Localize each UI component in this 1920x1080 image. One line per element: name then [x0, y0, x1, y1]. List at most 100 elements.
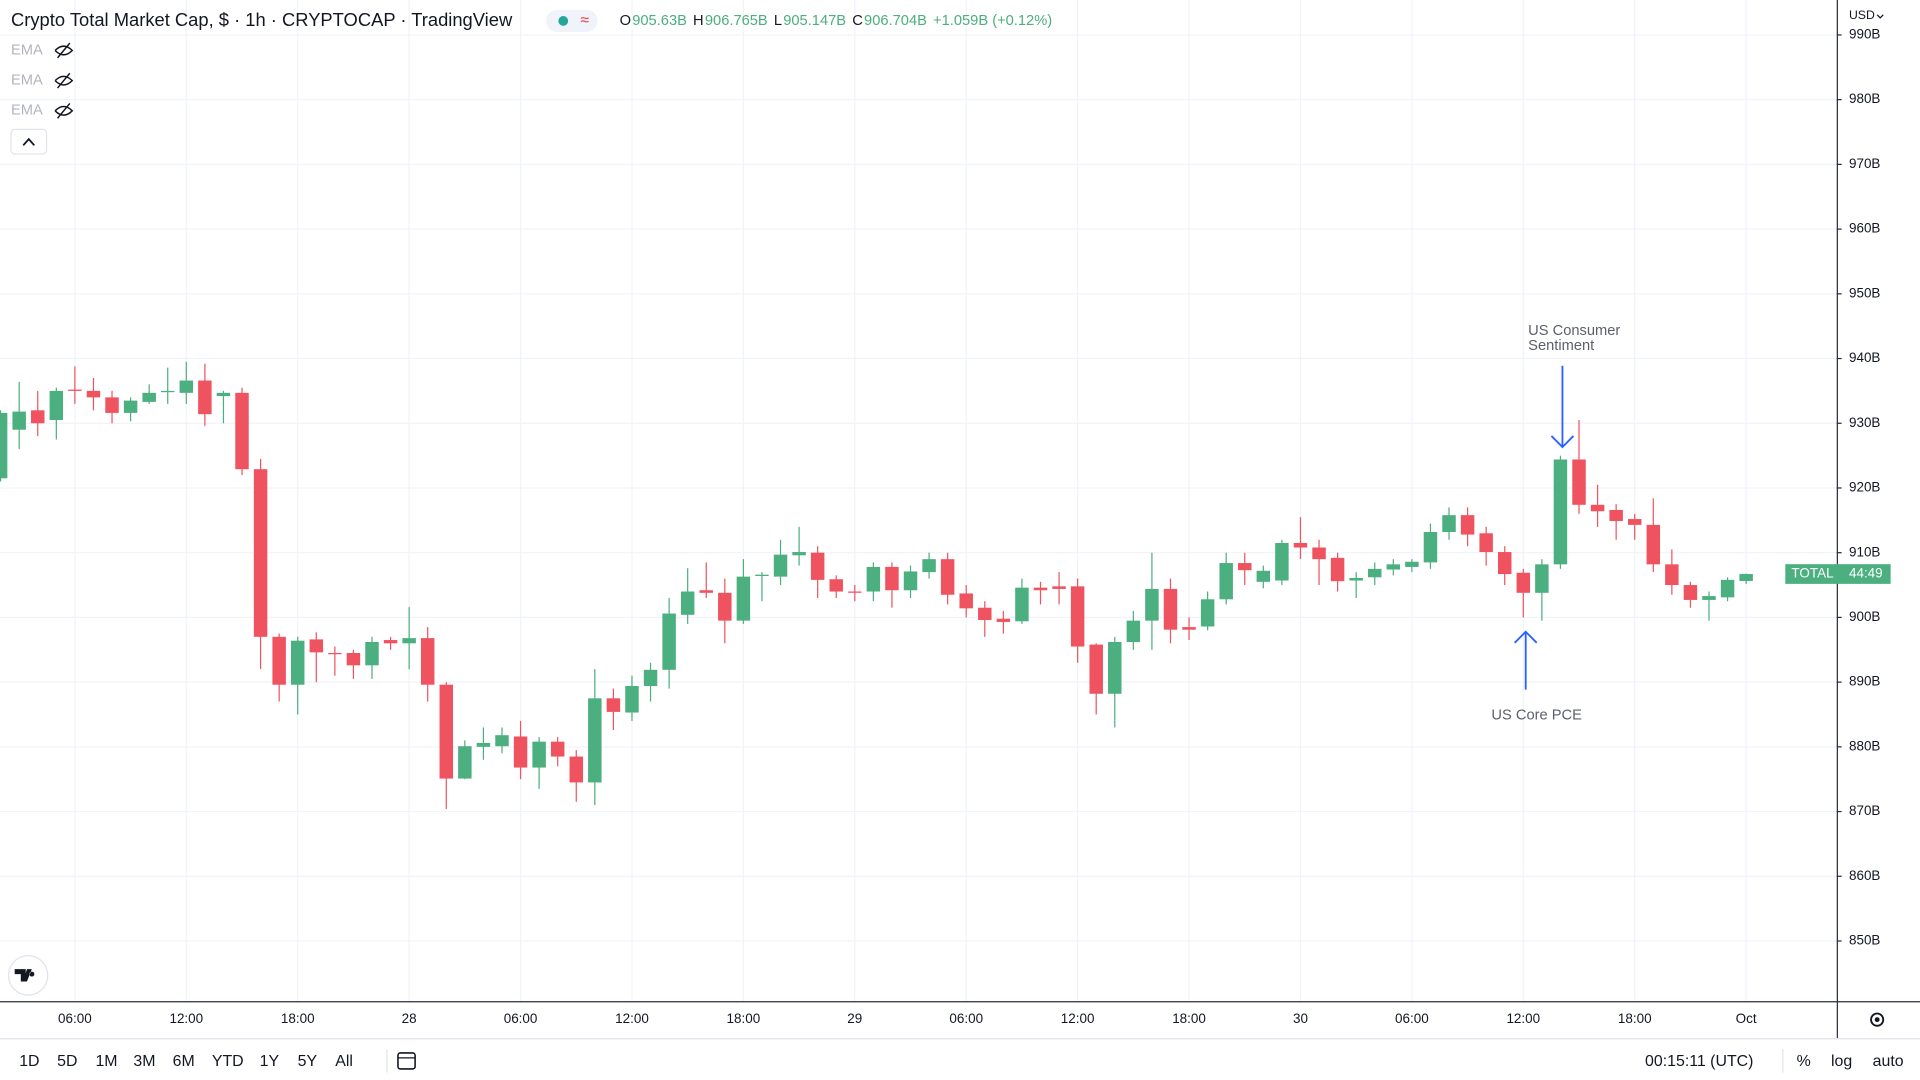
range-button[interactable]: All	[335, 1053, 353, 1070]
candle-body	[959, 593, 973, 609]
candle-body	[383, 640, 398, 644]
candle-body	[1460, 515, 1475, 535]
candle-body	[569, 756, 583, 783]
y-tick-label: 950B	[1849, 285, 1880, 300]
scale-button[interactable]: %	[1797, 1053, 1811, 1070]
candle-body	[1386, 564, 1401, 570]
range-button[interactable]: 1Y	[260, 1053, 280, 1070]
candle-body	[1182, 627, 1196, 630]
candle-body	[216, 392, 231, 397]
collapse-button[interactable]	[10, 128, 48, 155]
candle-body	[792, 552, 806, 556]
candle-body	[420, 638, 435, 685]
indicator-label: EMA	[11, 73, 43, 89]
candle-body	[978, 607, 992, 620]
candle-body	[662, 613, 676, 670]
candle-body	[922, 559, 936, 573]
ohlc-key: C	[852, 13, 863, 29]
candle-body	[365, 642, 379, 666]
x-tick-label: 12:00	[1061, 1011, 1095, 1026]
candle-body	[290, 640, 305, 685]
candle-body	[1089, 644, 1103, 694]
annotation-arrow	[1550, 365, 1575, 449]
candle-body	[532, 741, 546, 768]
candle-body	[829, 579, 843, 592]
clock: 00:15:11 (UTC)	[1645, 1053, 1753, 1070]
market-status	[558, 16, 569, 26]
range-button[interactable]: 5Y	[298, 1053, 318, 1070]
candle-body	[0, 412, 8, 479]
price-tag-countdown: 44:49	[1849, 566, 1883, 581]
candle-body	[253, 469, 268, 637]
candle-body	[1256, 570, 1271, 582]
hidden-eye-icon[interactable]	[54, 42, 74, 59]
status-pill	[546, 9, 598, 33]
candle-body	[810, 552, 825, 580]
candle-body	[105, 397, 119, 413]
candle-body	[903, 571, 918, 591]
candle-body	[1590, 504, 1605, 512]
range-button[interactable]: 1M	[95, 1053, 117, 1070]
candle-body	[1627, 519, 1642, 525]
candle-body	[699, 590, 713, 593]
candle-body	[476, 742, 491, 747]
y-tick-label: 890B	[1849, 674, 1880, 689]
x-tick-label: 06:00	[949, 1011, 983, 1026]
range-button[interactable]: 3M	[133, 1053, 155, 1070]
candle-body	[1293, 542, 1308, 548]
ohlc-legend: O 905.63B H 906.765B L 905.147B C 906.704B +1.05…	[620, 13, 1053, 29]
candle-body	[1405, 561, 1419, 567]
y-tick-label: 940B	[1849, 350, 1880, 365]
x-tick-label: 18:00	[1618, 1011, 1652, 1026]
candle-body	[848, 591, 862, 593]
y-tick-label: 910B	[1849, 544, 1880, 559]
settings-icon[interactable]	[1870, 1012, 1885, 1027]
candle-body	[235, 392, 249, 470]
candle-body	[1739, 574, 1753, 581]
range-button[interactable]: 6M	[173, 1053, 195, 1070]
range-button[interactable]: 1D	[19, 1053, 39, 1070]
y-tick-label: 970B	[1849, 156, 1880, 171]
candle-body	[31, 410, 45, 424]
currency[interactable]: USD	[1849, 8, 1875, 22]
y-tick-label: 960B	[1849, 221, 1880, 236]
y-tick-label: 880B	[1849, 738, 1880, 753]
candle-body	[12, 411, 26, 430]
x-tick-label: 30	[1293, 1011, 1308, 1026]
candle-body	[1312, 547, 1326, 560]
candle-body	[402, 638, 416, 644]
range-button[interactable]: YTD	[212, 1053, 244, 1070]
candle-body	[1479, 533, 1493, 553]
annotation-text: US Core PCE	[1491, 707, 1582, 723]
x-tick-label: 06:00	[504, 1011, 538, 1026]
logo	[14, 969, 35, 982]
indicator-label: EMA	[11, 42, 43, 58]
scale-button[interactable]: auto	[1873, 1053, 1904, 1070]
range-button[interactable]: 5D	[57, 1053, 77, 1070]
settings-gear[interactable]	[1870, 1012, 1885, 1027]
x-tick-label: 12:00	[615, 1011, 649, 1026]
candle-body	[1553, 459, 1568, 565]
candle-body	[550, 741, 565, 757]
calendar-icon[interactable]	[397, 1052, 416, 1070]
candle-body	[1702, 596, 1716, 600]
y-tick-label: 900B	[1849, 609, 1880, 624]
x-tick-label: 06:00	[1395, 1011, 1429, 1026]
candle-body	[718, 592, 732, 621]
candle-body	[1108, 642, 1122, 694]
scale-button[interactable]: log	[1831, 1053, 1852, 1070]
annotation-text: US Consumer	[1528, 323, 1620, 339]
hidden-eye-icon[interactable]	[54, 102, 74, 119]
hidden-eye-icon[interactable]	[54, 72, 74, 89]
candle-body	[1200, 599, 1215, 627]
ohlc-change: +1.059B (+0.12%)	[933, 13, 1052, 29]
toolbar: 1D 5D 1M 3M 6M YTD 1Y 5Y All 00:15:11 (UTC)% log au…	[19, 1053, 1904, 1070]
candle-body	[1720, 579, 1735, 598]
candle-body	[1126, 620, 1141, 643]
candle-body	[1423, 531, 1438, 563]
candle-body	[1572, 459, 1586, 505]
indicator-label: EMA	[11, 103, 43, 119]
